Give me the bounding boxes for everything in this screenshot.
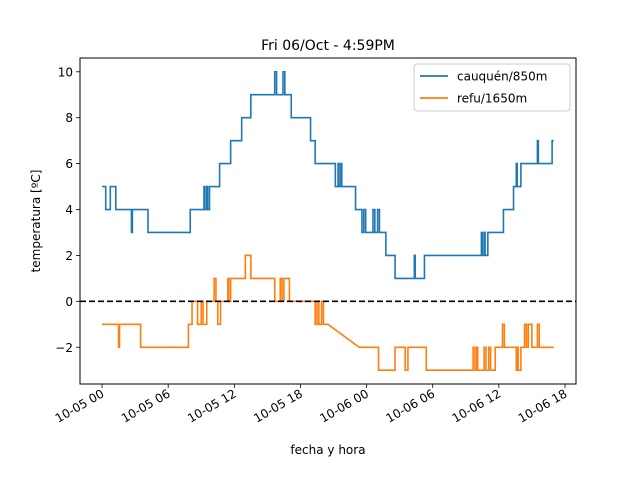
y-tick-label: 0 bbox=[65, 295, 73, 309]
chart-title: Fri 06/Oct - 4:59PM bbox=[261, 38, 395, 54]
y-tick-label: 8 bbox=[65, 111, 73, 125]
y-tick-label: 2 bbox=[65, 249, 73, 263]
y-tick-label: 6 bbox=[65, 157, 73, 171]
series-line-cauquen bbox=[102, 70, 554, 280]
y-axis-label: temperatura [ºC] bbox=[29, 170, 43, 273]
legend-label-cauquen: cauquén/850m bbox=[457, 70, 547, 84]
y-tick-label: 4 bbox=[65, 203, 73, 217]
y-tick-label: −2 bbox=[55, 341, 73, 355]
legend-box bbox=[413, 63, 571, 112]
y-axis: −2 0 2 4 6 8 10 bbox=[55, 65, 80, 355]
legend: cauquén/850m refu/1650m bbox=[413, 63, 571, 112]
axes-frame bbox=[79, 57, 577, 385]
y-tick-label: 10 bbox=[58, 65, 73, 79]
x-axis-label: fecha y hora bbox=[290, 443, 365, 457]
legend-label-refu: refu/1650m bbox=[457, 92, 527, 106]
plot-area bbox=[80, 70, 576, 372]
